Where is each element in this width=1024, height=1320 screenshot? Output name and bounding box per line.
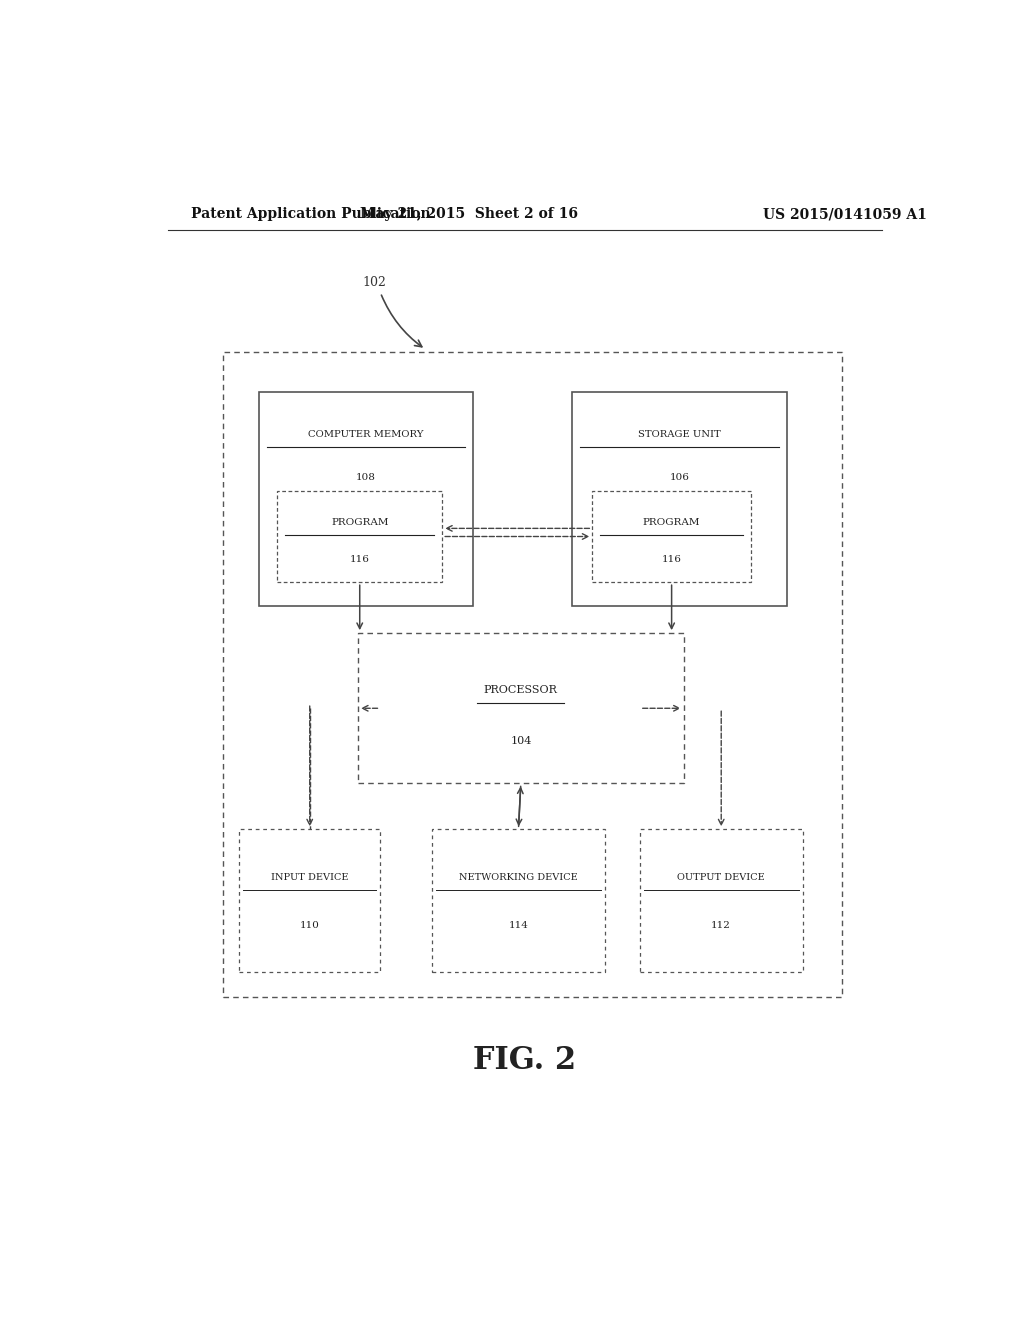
Text: US 2015/0141059 A1: US 2015/0141059 A1 (763, 207, 927, 222)
Bar (278, 491, 442, 582)
Text: 116: 116 (350, 554, 370, 564)
Text: May 21, 2015  Sheet 2 of 16: May 21, 2015 Sheet 2 of 16 (360, 207, 579, 222)
Text: OUTPUT DEVICE: OUTPUT DEVICE (677, 873, 765, 882)
Text: 108: 108 (356, 473, 376, 482)
Bar (592, 491, 751, 582)
Text: INPUT DEVICE: INPUT DEVICE (271, 873, 348, 882)
Text: Patent Application Publication: Patent Application Publication (191, 207, 431, 222)
Text: FIG. 2: FIG. 2 (473, 1045, 577, 1077)
Bar (640, 829, 803, 972)
Text: PROGRAM: PROGRAM (643, 519, 700, 527)
Bar (259, 392, 473, 606)
Bar (223, 351, 842, 997)
Text: PROCESSOR: PROCESSOR (484, 685, 558, 696)
Bar (240, 829, 380, 972)
Text: 116: 116 (662, 554, 682, 564)
Bar (572, 392, 786, 606)
Bar (432, 829, 605, 972)
Bar (358, 634, 684, 784)
Text: 106: 106 (670, 473, 689, 482)
Text: PROGRAM: PROGRAM (331, 519, 388, 527)
Text: 112: 112 (712, 921, 731, 931)
Text: NETWORKING DEVICE: NETWORKING DEVICE (459, 873, 578, 882)
Text: STORAGE UNIT: STORAGE UNIT (638, 430, 721, 440)
Text: COMPUTER MEMORY: COMPUTER MEMORY (308, 430, 424, 440)
Text: 102: 102 (362, 276, 386, 289)
Text: 114: 114 (509, 921, 528, 931)
Text: 110: 110 (300, 921, 319, 931)
Text: 104: 104 (510, 737, 531, 746)
